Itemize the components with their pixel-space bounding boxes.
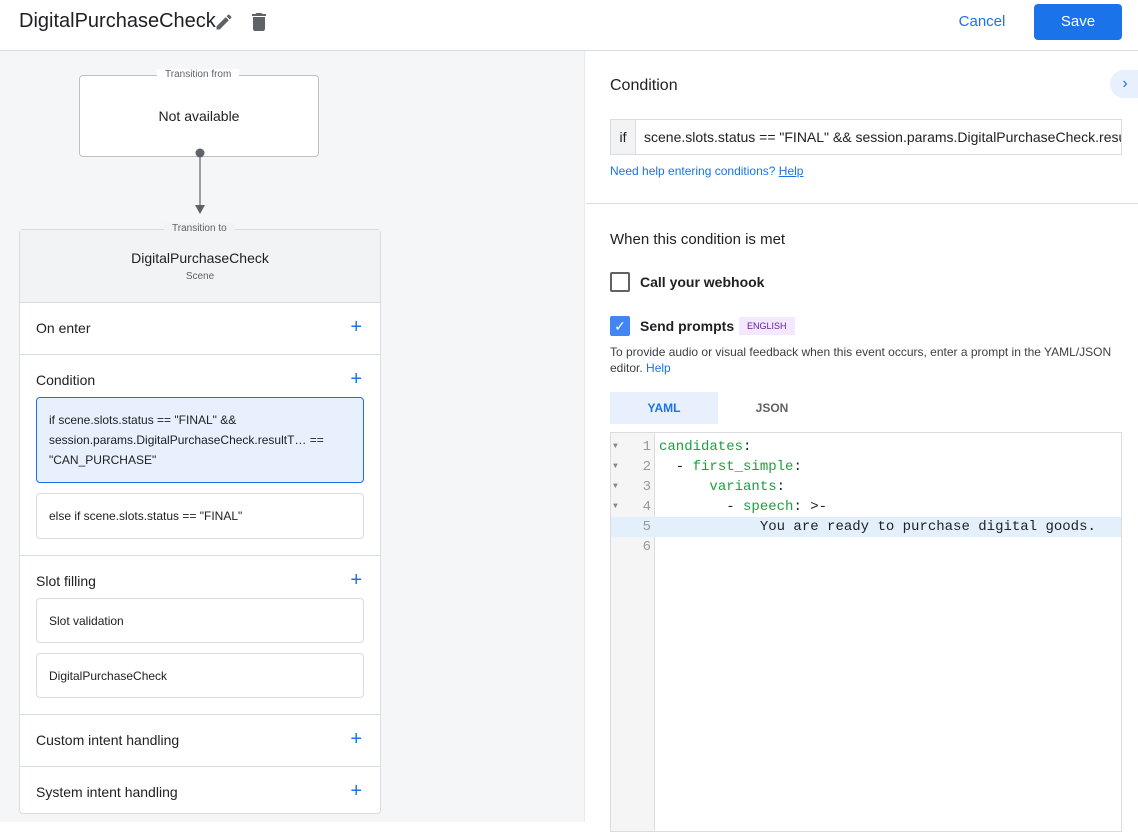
- condition-label: Condition: [36, 372, 96, 388]
- section-custom-intent[interactable]: Custom intent handling +: [20, 715, 380, 767]
- line-number: 3: [642, 479, 651, 495]
- slot-item[interactable]: DigitalPurchaseCheck: [36, 653, 364, 698]
- code-text: - first_simple:: [659, 459, 802, 475]
- condition-panel: › Condition if scene.slots.status == "FI…: [586, 51, 1138, 832]
- slot-item[interactable]: Slot validation: [36, 598, 364, 643]
- section-slot-filling: Slot filling + Slot validation DigitalPu…: [20, 556, 380, 715]
- add-custom-intent-icon[interactable]: +: [350, 728, 362, 750]
- code-line[interactable]: ▼ 2 - first_simple:: [611, 457, 1121, 477]
- flow-canvas: Not available Transition from DigitalPur…: [0, 51, 585, 822]
- fold-arrow-icon[interactable]: ▼: [613, 482, 618, 491]
- send-prompts-checkbox[interactable]: ✓: [610, 316, 630, 336]
- condition-item[interactable]: if scene.slots.status == "FINAL" && sess…: [36, 397, 364, 483]
- transition-from-legend: Transition from: [157, 69, 240, 80]
- if-label: if: [611, 120, 636, 154]
- code-text: variants:: [709, 479, 786, 495]
- checkmark-icon: ✓: [614, 318, 626, 334]
- section-condition: Condition + if scene.slots.status == "FI…: [20, 355, 380, 556]
- chevron-right-icon: ›: [1122, 75, 1128, 92]
- line-number: 2: [642, 459, 651, 475]
- line-number: 1: [642, 439, 651, 455]
- code-line[interactable]: ▼ 4 - speech: >-: [611, 497, 1121, 517]
- code-text: You are ready to purchase digital goods.: [759, 519, 1096, 535]
- fold-arrow-icon[interactable]: ▼: [613, 442, 618, 451]
- on-enter-label: On enter: [36, 320, 91, 336]
- divider: [586, 203, 1138, 204]
- condition-value[interactable]: scene.slots.status == "FINAL" && session…: [644, 129, 1121, 145]
- webhook-checkbox[interactable]: [610, 272, 630, 292]
- prompts-description: To provide audio or visual feedback when…: [610, 345, 1112, 375]
- fold-arrow-icon[interactable]: ▼: [613, 462, 618, 471]
- prompts-help-link[interactable]: Help: [646, 361, 671, 375]
- code-line[interactable]: ▼ 3 variants:: [611, 477, 1121, 497]
- edit-icon[interactable]: [214, 12, 234, 32]
- transition-arrow-icon: [195, 148, 205, 214]
- slot-filling-label: Slot filling: [36, 573, 96, 589]
- scene-type: Scene: [185, 271, 215, 282]
- fold-arrow-icon[interactable]: ▼: [613, 502, 618, 511]
- scene-name: DigitalPurchaseCheck: [131, 250, 269, 266]
- section-on-enter[interactable]: On enter +: [20, 303, 380, 355]
- code-line[interactable]: 5 You are ready to purchase digital good…: [611, 517, 1121, 537]
- code-line[interactable]: ▼ 1 candidates:: [611, 437, 1121, 457]
- top-bar: DigitalPurchaseCheck Cancel Save: [0, 0, 1138, 51]
- yaml-editor[interactable]: ▼ 1 candidates: ▼ 2 - first_simple: ▼ 3 varian…: [610, 432, 1122, 832]
- condition-help-text: Need help entering conditions?: [610, 164, 776, 178]
- add-on-enter-icon[interactable]: +: [350, 316, 362, 338]
- section-system-intent[interactable]: System intent handling +: [20, 767, 380, 818]
- scene-card: DigitalPurchaseCheck Scene On enter + Co…: [19, 229, 381, 814]
- line-number: 6: [642, 539, 651, 555]
- editor-gutter: [611, 433, 655, 831]
- custom-intent-label: Custom intent handling: [36, 732, 180, 748]
- line-number: 4: [642, 499, 651, 515]
- add-system-intent-icon[interactable]: +: [350, 780, 362, 802]
- tab-json[interactable]: JSON: [755, 401, 789, 415]
- cancel-button[interactable]: Cancel: [958, 13, 1006, 30]
- transition-from-value: Not available: [158, 108, 240, 124]
- add-slot-icon[interactable]: +: [350, 569, 362, 591]
- met-title: When this condition is met: [610, 231, 786, 248]
- condition-input[interactable]: if scene.slots.status == "FINAL" && sess…: [610, 119, 1122, 155]
- page-title: DigitalPurchaseCheck: [19, 10, 216, 32]
- transition-to-legend: Transition to: [164, 223, 235, 234]
- collapse-panel-button[interactable]: ›: [1110, 70, 1138, 98]
- language-badge: ENGLISH: [739, 317, 795, 335]
- code-line[interactable]: 6: [611, 537, 1121, 557]
- code-text: candidates:: [659, 439, 752, 455]
- code-text: - speech: >-: [659, 499, 828, 515]
- scene-header[interactable]: DigitalPurchaseCheck Scene: [20, 230, 380, 303]
- webhook-label: Call your webhook: [640, 274, 765, 290]
- send-prompts-label: Send prompts: [640, 318, 735, 334]
- condition-item[interactable]: else if scene.slots.status == "FINAL": [36, 493, 364, 539]
- system-intent-label: System intent handling: [36, 784, 178, 800]
- line-number: 5: [642, 519, 651, 535]
- tab-yaml[interactable]: YAML: [610, 392, 718, 424]
- save-button[interactable]: Save: [1034, 4, 1122, 40]
- delete-icon[interactable]: [247, 10, 271, 34]
- transition-from-card: Not available: [79, 75, 319, 157]
- add-condition-icon[interactable]: +: [350, 368, 362, 390]
- condition-title: Condition: [610, 77, 678, 94]
- condition-help-link[interactable]: Help: [778, 164, 804, 178]
